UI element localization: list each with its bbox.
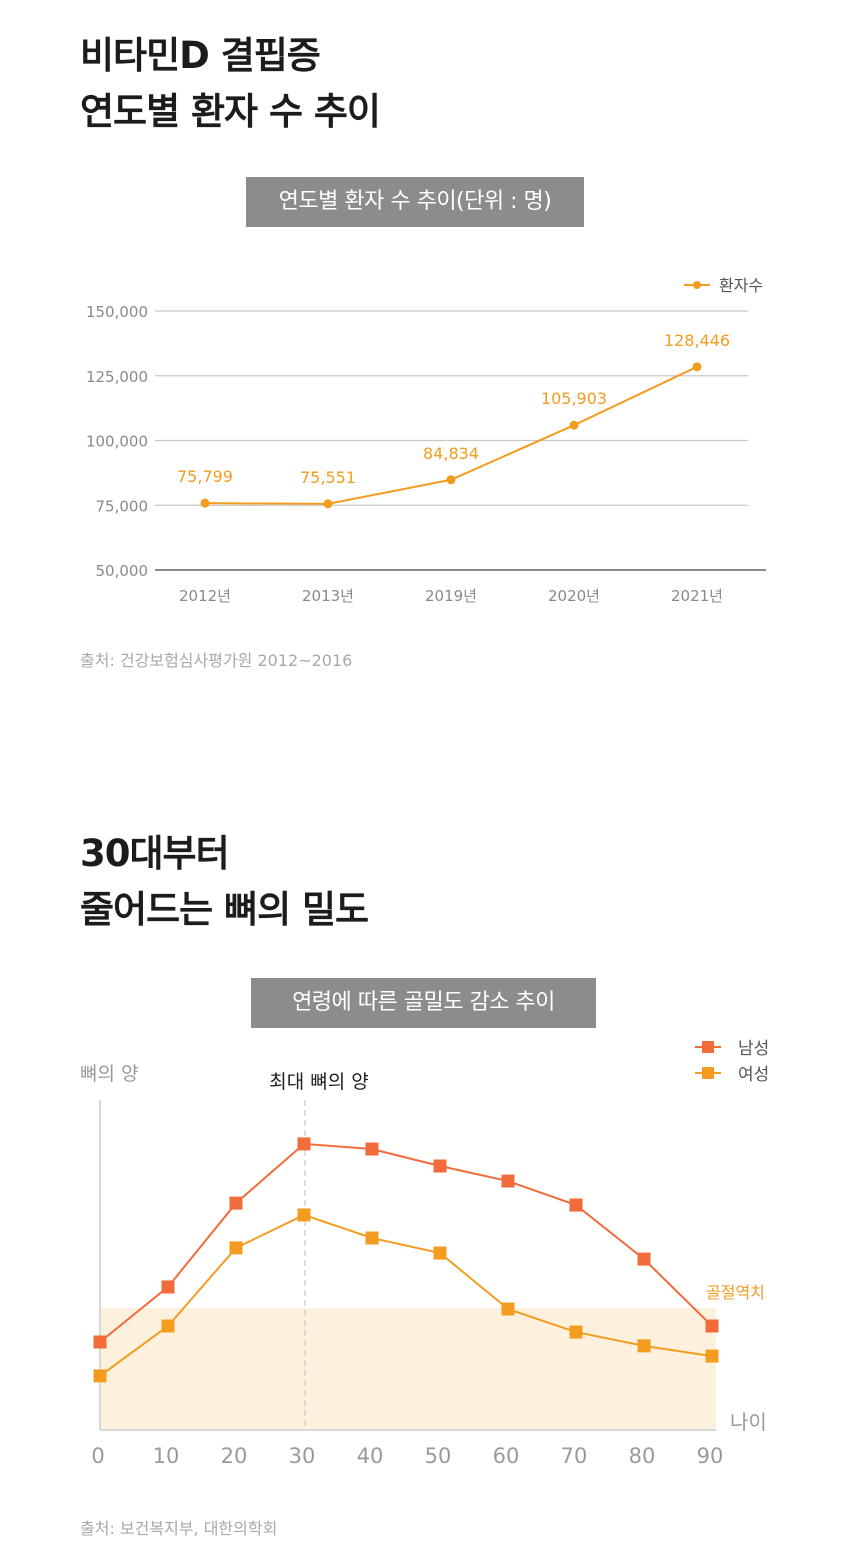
x-tick-label: 0 <box>91 1444 104 1468</box>
legend-male-square-icon <box>702 1041 714 1053</box>
chart2-title-badge: 연령에 따른 골밀도 감소 추이 <box>251 978 596 1028</box>
x-tick-label: 90 <box>697 1444 724 1468</box>
patient-count-chart: 50,000 75,000 100,000 125,000 150,000 2012년 2… <box>86 276 766 605</box>
female-data-point <box>705 1349 719 1363</box>
data-label: 128,446 <box>664 331 730 350</box>
fracture-threshold-band <box>100 1308 716 1430</box>
y-axis-label: 뼈의 양 <box>80 1063 138 1085</box>
legend-circle-marker-icon <box>693 281 701 289</box>
male-data-point <box>161 1280 175 1294</box>
female-data-point <box>229 1241 243 1255</box>
x-tick-label: 60 <box>493 1444 520 1468</box>
x-tick-label: 80 <box>629 1444 656 1468</box>
data-label: 105,903 <box>541 389 607 408</box>
male-data-point <box>229 1196 243 1210</box>
legend-label-patients: 환자수 <box>719 276 763 295</box>
y-tick-label: 50,000 <box>96 562 149 580</box>
female-data-point <box>161 1319 175 1333</box>
data-label: 75,551 <box>300 468 356 487</box>
legend-label-male: 남성 <box>738 1039 769 1059</box>
male-data-point <box>93 1335 107 1349</box>
male-data-point <box>637 1252 651 1266</box>
x-axis-label: 나이 <box>730 1410 767 1434</box>
data-point <box>323 499 333 509</box>
section2-title-line-1: 30대부터 <box>80 832 230 875</box>
male-data-point <box>501 1174 515 1188</box>
section2-title: 30대부터 줄어드는 뼈의 밀도 <box>80 826 369 938</box>
x-tick-label: 2019년 <box>425 587 477 605</box>
data-label: 84,834 <box>423 444 479 463</box>
peak-bone-mass-annotation: 최대 뼈의 양 <box>269 1071 368 1093</box>
female-data-point <box>569 1325 583 1339</box>
data-point <box>446 475 456 485</box>
female-data-point <box>297 1208 311 1222</box>
section2-source: 출처: 보건복지부, 대한의학회 <box>80 1519 278 1538</box>
y-tick-label: 125,000 <box>86 368 148 386</box>
x-tick-label: 2021년 <box>671 587 723 605</box>
female-series-line <box>99 1213 713 1377</box>
male-data-point <box>705 1319 719 1333</box>
section1-source: 출처: 건강보험심사평가원 2012~2016 <box>80 651 353 670</box>
x-tick-label: 50 <box>425 1444 452 1468</box>
section1-title-line-1: 비타민D 결핍증 <box>80 34 321 77</box>
x-tick-label: 20 <box>221 1444 248 1468</box>
legend-female-square-icon <box>702 1067 714 1079</box>
chart2-legend: 남성 여성 <box>695 1039 769 1085</box>
chart1-title-badge: 연도별 환자 수 추이(단위 : 명) <box>246 177 584 227</box>
legend-label-female: 여성 <box>738 1065 769 1085</box>
male-data-point <box>297 1137 311 1151</box>
x-tick-label: 2013년 <box>302 587 354 605</box>
male-series-line <box>99 1142 713 1343</box>
data-label: 75,799 <box>177 467 233 486</box>
female-data-point <box>93 1369 107 1383</box>
section2-title-line-2: 줄어드는 뼈의 밀도 <box>80 888 369 931</box>
chart1-legend: 환자수 <box>684 276 763 295</box>
x-tick-label: 10 <box>153 1444 180 1468</box>
female-data-point <box>501 1302 515 1316</box>
fracture-threshold-label: 골절역치 <box>706 1283 765 1302</box>
section1-title: 비타민D 결핍증 연도별 환자 수 추이 <box>80 28 381 140</box>
male-data-point <box>365 1142 379 1156</box>
y-tick-label: 150,000 <box>86 303 148 321</box>
x-tick-label: 40 <box>357 1444 384 1468</box>
x-tick-label: 2012년 <box>179 587 231 605</box>
data-point <box>200 498 210 508</box>
female-data-point <box>433 1246 447 1260</box>
male-data-point <box>433 1159 447 1173</box>
female-data-point <box>365 1231 379 1245</box>
y-tick-label: 75,000 <box>96 497 149 515</box>
x-tick-label: 2020년 <box>548 587 600 605</box>
female-data-point <box>637 1339 651 1353</box>
x-tick-label: 70 <box>561 1444 588 1468</box>
male-data-point <box>569 1198 583 1212</box>
data-point <box>692 362 702 372</box>
section1-title-line-2: 연도별 환자 수 추이 <box>80 90 381 133</box>
x-tick-label: 30 <box>289 1444 316 1468</box>
data-point <box>569 420 579 430</box>
y-tick-label: 100,000 <box>86 433 148 451</box>
